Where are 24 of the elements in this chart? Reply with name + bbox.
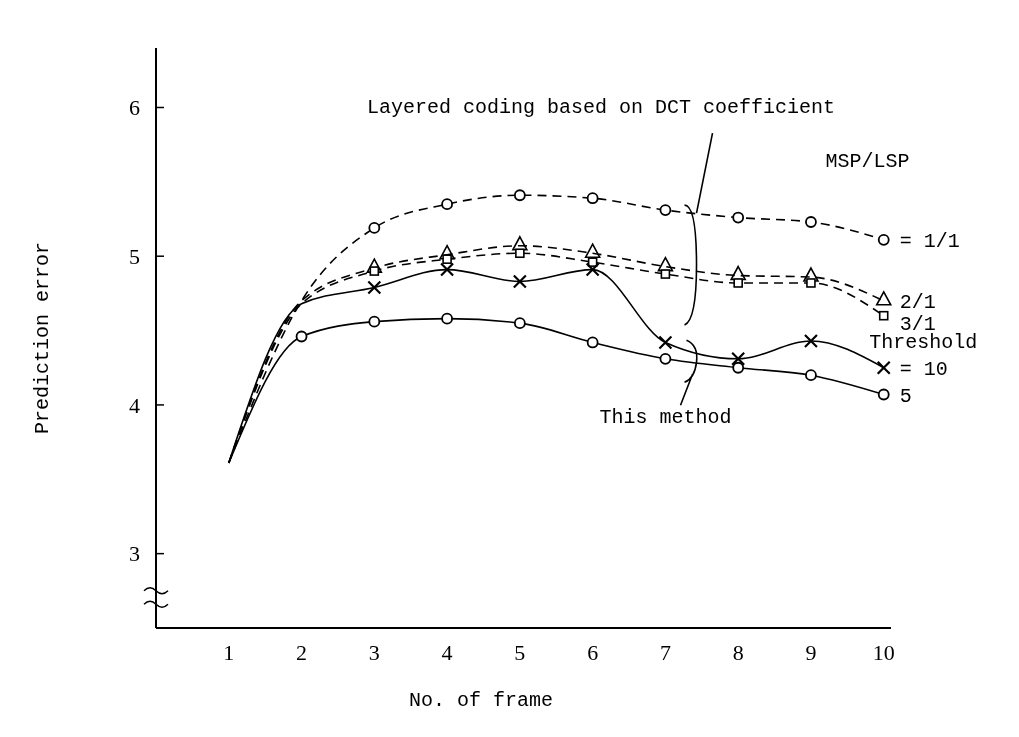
x-tick-label: 9 bbox=[805, 640, 817, 665]
series-label: 2/1 bbox=[899, 290, 936, 314]
series-label: 5 bbox=[899, 384, 912, 408]
x-tick-label: 3 bbox=[368, 640, 380, 665]
x-tick-label: 2 bbox=[296, 640, 308, 665]
x-tick-label: 8 bbox=[732, 640, 744, 665]
y-tick-label: 4 bbox=[129, 392, 140, 418]
x-tick-label: 4 bbox=[441, 640, 453, 665]
annotation: Threshold bbox=[869, 331, 978, 355]
annotation: This method bbox=[599, 405, 732, 429]
x-tick-label: 5 bbox=[514, 640, 526, 665]
y-tick-label: 3 bbox=[129, 541, 140, 567]
annotation: MSP/LSP bbox=[825, 149, 910, 173]
x-tick-label: 10 bbox=[872, 640, 895, 665]
series-label: = 1/1 bbox=[899, 229, 960, 253]
annotation: Layered coding based on DCT coefficient bbox=[367, 96, 836, 120]
x-tick-label: 1 bbox=[223, 640, 235, 665]
x-tick-label: 6 bbox=[587, 640, 599, 665]
x-axis-title: No. of frame bbox=[408, 689, 554, 712]
y-tick-label: 6 bbox=[129, 95, 140, 121]
series-label: = 10 bbox=[899, 357, 948, 381]
y-tick-label: 5 bbox=[129, 243, 140, 269]
y-axis-title: Prediction error bbox=[31, 241, 54, 435]
x-tick-label: 7 bbox=[659, 640, 671, 665]
